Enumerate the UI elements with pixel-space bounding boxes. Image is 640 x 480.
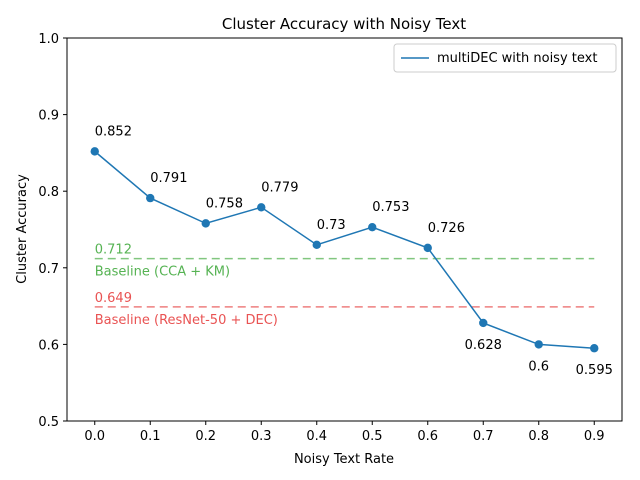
- chart-title: Cluster Accuracy with Noisy Text: [222, 15, 466, 33]
- data-point-10: [590, 344, 599, 353]
- data-point-9: [534, 340, 543, 349]
- y-tick-label-1: 0.5: [38, 415, 59, 430]
- data-label-6: 0.753: [372, 200, 409, 215]
- plot-area: 0.712 Baseline (CCA + KM) 0.649 Baseline (R…: [38, 32, 623, 444]
- data-label-8: 0.628: [465, 338, 502, 353]
- baseline-value-label-2: 0.649: [95, 291, 132, 306]
- data-point-7: [423, 243, 432, 253]
- data-label-3: 0.758: [206, 196, 243, 211]
- y-axis-label: Cluster Accuracy: [15, 174, 30, 284]
- data-label-10: 0.595: [576, 363, 613, 378]
- legend-label: multiDEC with noisy text: [437, 51, 597, 66]
- x-tick-label-8: 0.7: [473, 429, 494, 444]
- x-tick-label-1: 0.0: [84, 429, 105, 444]
- x-axis-label: Noisy Text Rate: [294, 452, 394, 467]
- y-tick-label-4: 0.8: [38, 185, 59, 200]
- data-label-4: 0.779: [261, 180, 298, 195]
- data-label-9: 0.6: [528, 359, 549, 374]
- x-tick-label-6: 0.5: [362, 429, 383, 444]
- baseline-name-label-2: Baseline (ResNet-50 + DEC): [95, 313, 278, 328]
- x-tick-label-7: 0.6: [417, 429, 438, 444]
- data-label-5: 0.73: [317, 218, 346, 233]
- x-tick-label-3: 0.2: [195, 429, 216, 444]
- y-tick-label-5: 0.9: [38, 109, 59, 124]
- data-label-1: 0.852: [95, 124, 132, 139]
- data-label-7: 0.726: [428, 221, 465, 236]
- y-tick-label-2: 0.6: [38, 338, 59, 353]
- data-point-8: [479, 318, 488, 328]
- data-point-5: [312, 240, 321, 250]
- baseline-value-label-1: 0.712: [95, 243, 132, 258]
- x-tick-label-9: 0.8: [528, 429, 549, 444]
- data-point-2: [146, 193, 155, 203]
- x-tick-label-5: 0.4: [306, 429, 327, 444]
- baseline-name-label-1: Baseline (CCA + KM): [95, 265, 230, 280]
- y-tick-label-3: 0.7: [38, 262, 59, 277]
- plot-frame: [66, 37, 623, 422]
- series-line-1: [94, 150, 595, 349]
- x-tick-label-4: 0.3: [251, 429, 272, 444]
- legend: multiDEC with noisy text: [393, 43, 617, 73]
- legend-box: [393, 43, 617, 73]
- data-point-4: [257, 203, 266, 212]
- x-tick-label-10: 0.9: [584, 429, 605, 444]
- data-point-6: [368, 223, 377, 232]
- data-point-3: [201, 219, 210, 228]
- data-label-2: 0.791: [150, 171, 187, 186]
- y-tick-label-6: 1.0: [38, 32, 59, 47]
- data-point-1: [90, 147, 99, 156]
- x-tick-label-2: 0.1: [140, 429, 161, 444]
